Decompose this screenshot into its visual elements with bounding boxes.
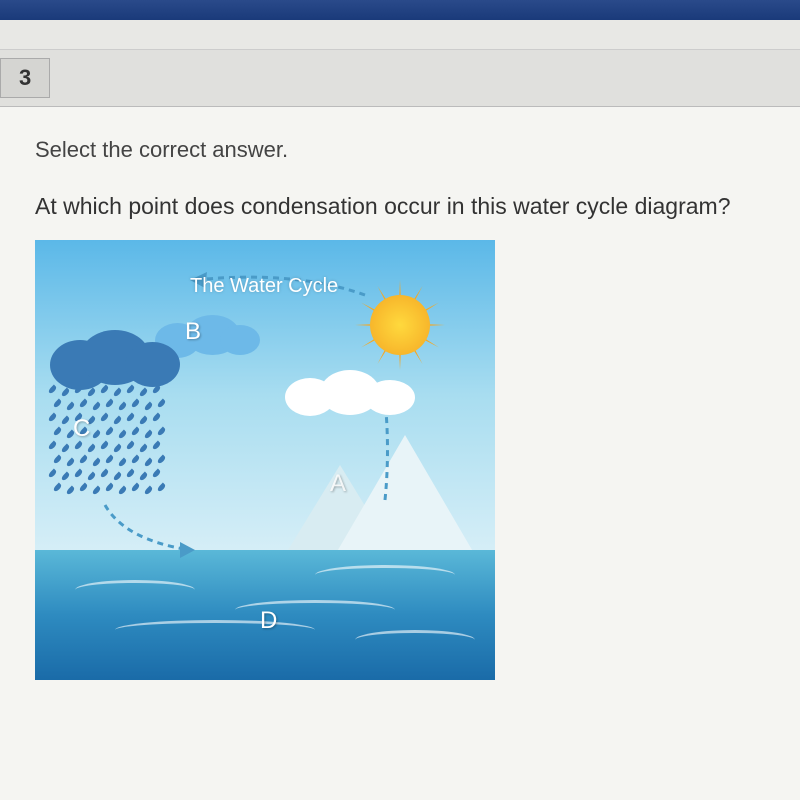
diagram-label-d: D [260, 607, 277, 635]
diagram-label-c: C [73, 415, 90, 443]
instruction-text: Select the correct answer. [35, 137, 765, 163]
diagram-label-b: B [185, 318, 201, 346]
diagram-title: The Water Cycle [190, 275, 338, 298]
question-number-tab[interactable]: 3 [0, 58, 50, 98]
toolbar [0, 20, 800, 50]
wave-icon [115, 620, 315, 640]
wave-icon [75, 580, 195, 600]
wave-icon [235, 600, 395, 620]
window-header [0, 0, 800, 20]
water-cycle-diagram: The Water Cycle B C A D [35, 240, 495, 680]
mountain-icon [335, 435, 475, 555]
question-text: At which point does condensation occur i… [35, 193, 765, 220]
question-content: Select the correct answer. At which poin… [0, 107, 800, 710]
dark-cloud-icon [45, 330, 175, 385]
white-cloud-icon [285, 370, 415, 415]
question-nav-bar: 3 [0, 50, 800, 107]
rain-icon [50, 385, 170, 495]
wave-icon [315, 565, 455, 585]
wave-icon [355, 630, 475, 650]
diagram-label-a: A [330, 470, 346, 498]
sun-icon [355, 280, 445, 370]
